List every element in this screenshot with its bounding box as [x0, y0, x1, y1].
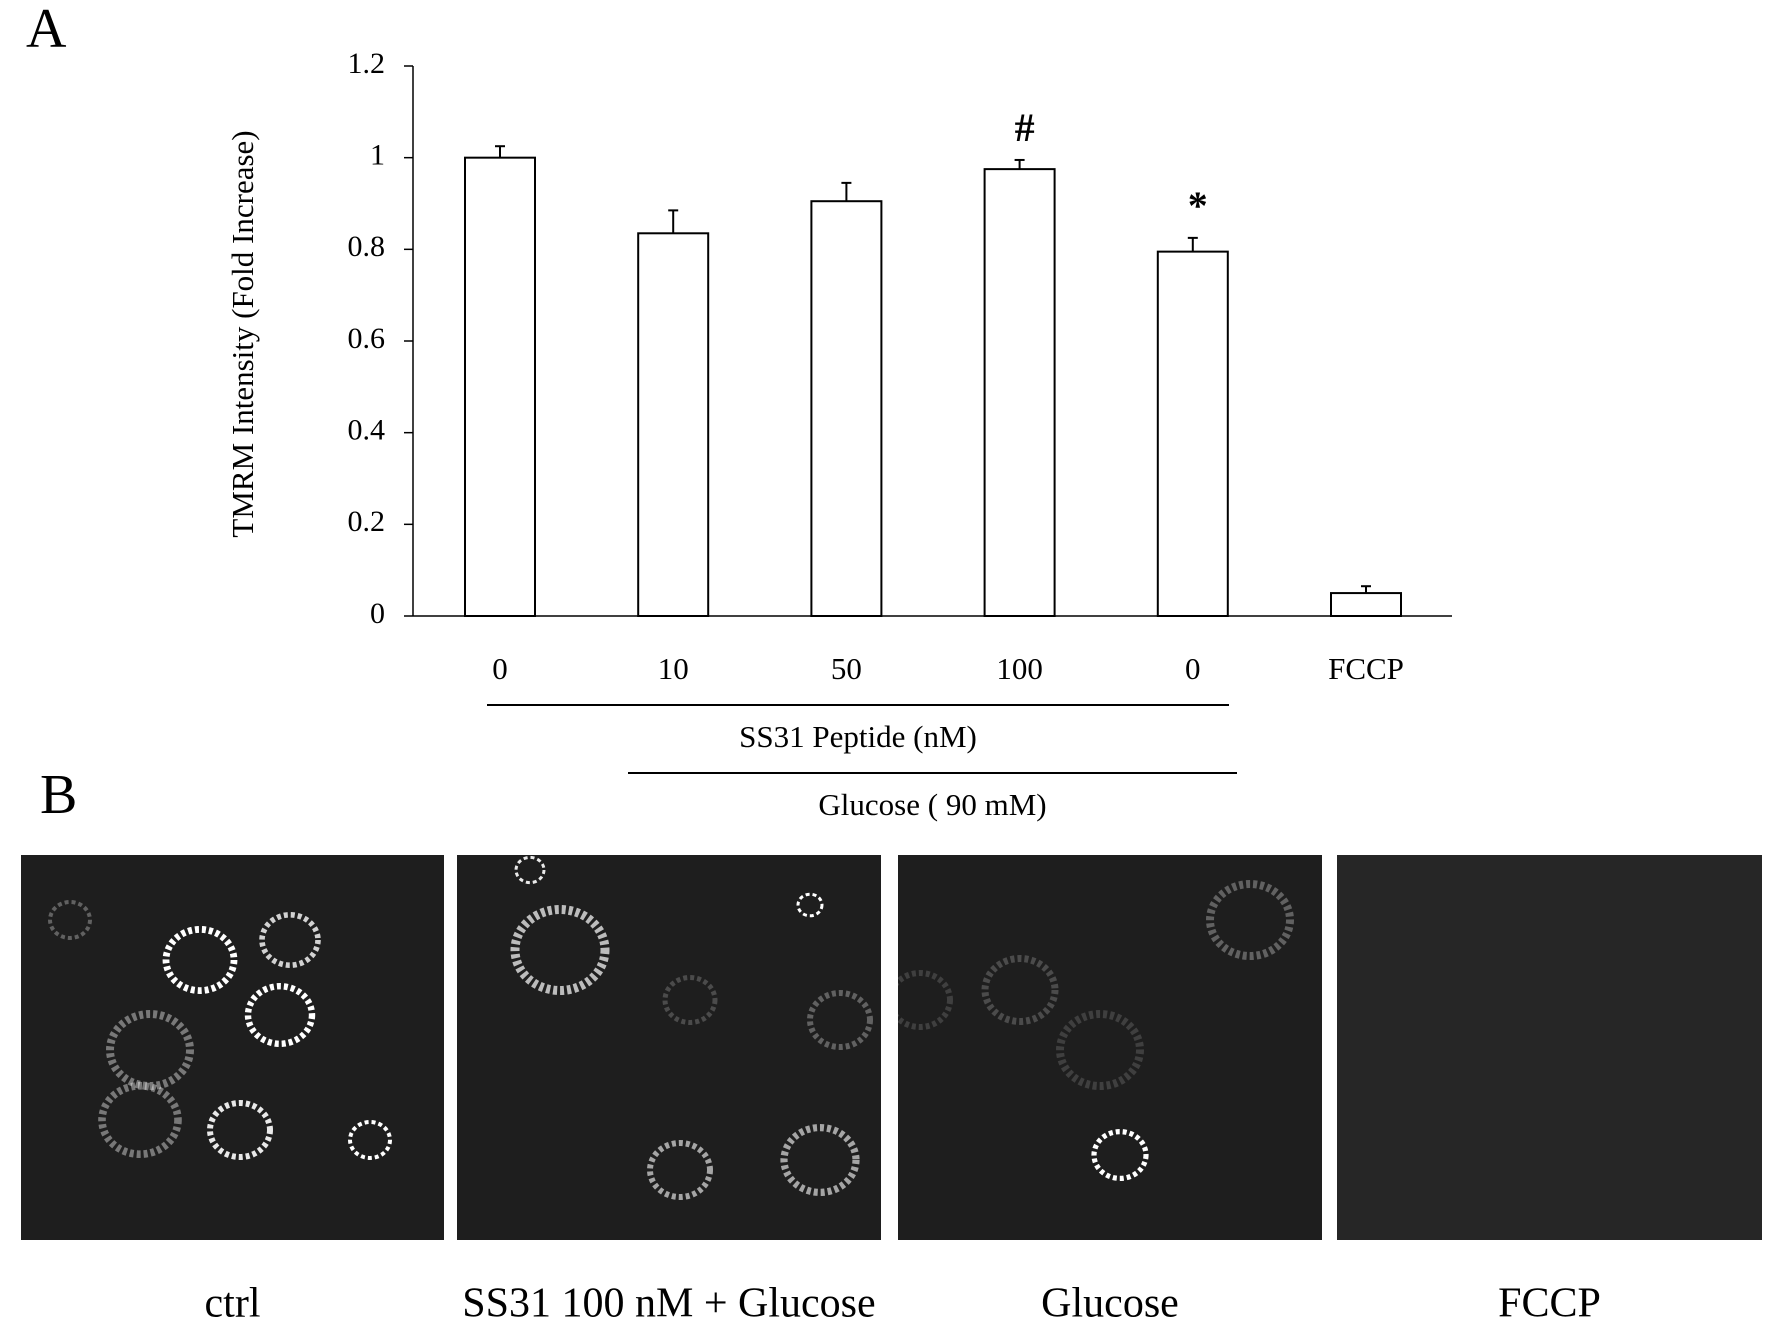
- micrograph-background: [1337, 855, 1762, 1240]
- bar: [464, 156, 536, 618]
- cell: [1091, 1128, 1149, 1181]
- micrograph-caption: FCCP: [1498, 1281, 1601, 1327]
- cell: [796, 892, 824, 918]
- bar: [810, 200, 883, 617]
- micrograph-caption: SS31 100 nM + Glucose: [462, 1281, 875, 1327]
- cell: [510, 905, 610, 995]
- cell: [1056, 1010, 1144, 1090]
- y-tick-label: 0: [370, 597, 385, 630]
- y-tick-label: 0.2: [348, 505, 386, 538]
- bar: [983, 168, 1056, 617]
- micrograph: [1337, 855, 1762, 1240]
- y-tick-label: 1: [370, 139, 385, 172]
- micrograph-background: [457, 855, 881, 1240]
- micrograph: [887, 855, 1322, 1240]
- cell: [348, 1120, 392, 1160]
- panel-label: B: [40, 764, 77, 826]
- cell: [780, 1123, 860, 1196]
- panel-label: A: [26, 0, 67, 60]
- y-tick-label: 1.2: [348, 47, 386, 80]
- x-tick-label: 50: [831, 651, 862, 686]
- cell: [48, 900, 92, 940]
- cell: [887, 970, 953, 1030]
- micrograph-caption: Glucose: [1041, 1281, 1179, 1327]
- cell: [981, 955, 1059, 1025]
- y-tick-label: 0.8: [348, 230, 386, 263]
- x-tick-label: 100: [996, 651, 1043, 686]
- cell: [207, 1100, 273, 1160]
- micrograph-background: [21, 855, 444, 1240]
- significance-marker: #: [1015, 105, 1035, 150]
- y-axis-label: TMRM Intensity (Fold Increase): [225, 130, 260, 537]
- cell: [807, 990, 873, 1050]
- cell: [647, 1140, 713, 1200]
- x-tick-label: FCCP: [1328, 651, 1404, 686]
- bar: [1330, 592, 1402, 617]
- cell: [514, 855, 546, 885]
- micrograph-background: [898, 855, 1322, 1240]
- micrograph: [457, 855, 881, 1240]
- cell: [106, 1010, 194, 1090]
- y-tick-label: 0.6: [348, 322, 386, 355]
- micrograph-caption: ctrl: [205, 1281, 261, 1327]
- y-tick-label: 0.4: [348, 414, 386, 447]
- cell: [662, 975, 718, 1025]
- significance-marker: *: [1188, 183, 1208, 228]
- cell: [244, 983, 316, 1048]
- cell: [1206, 880, 1294, 960]
- bar: [637, 232, 710, 618]
- bar: [1156, 250, 1229, 617]
- cell: [259, 911, 321, 968]
- group-label: Glucose ( 90 mM): [818, 787, 1046, 822]
- x-tick-label: 0: [1185, 651, 1201, 686]
- group-label: SS31 Peptide (nM): [739, 719, 977, 754]
- cell: [162, 926, 238, 995]
- x-tick-label: 10: [658, 651, 689, 686]
- micrograph: [21, 855, 444, 1240]
- x-tick-label: 0: [492, 651, 508, 686]
- cell: [98, 1082, 182, 1159]
